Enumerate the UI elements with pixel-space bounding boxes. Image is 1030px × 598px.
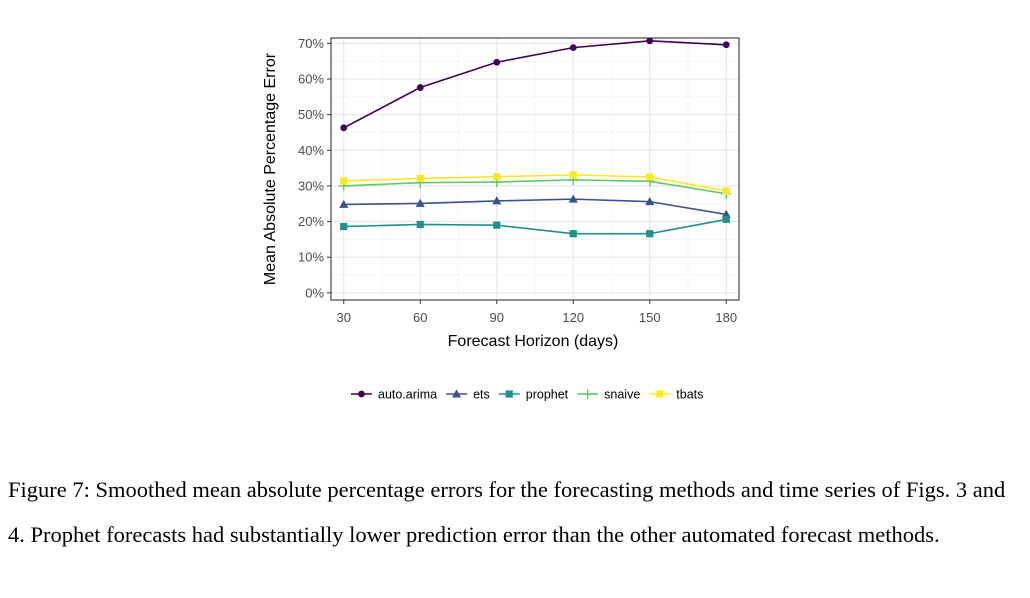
data-point [340,222,348,231]
legend-item: snaive [577,388,640,402]
data-point [645,197,655,206]
legend-label: snaive [604,388,640,402]
legend-key-marker [656,390,664,398]
data-point [340,124,348,132]
x-tick-label: 120 [562,310,584,325]
data-point [340,177,348,185]
y-tick-label: 0% [305,285,324,300]
data-point [416,174,424,183]
legend-label: ets [473,388,490,402]
series-prophet [340,215,730,238]
series-auto-arima [340,37,730,132]
data-point [646,230,654,238]
y-tick-label: 10% [298,250,324,265]
line-chart: 0% 10% 20% 30% 40% 50% 60% 70% 30 60 90 120 150 180 Fo… [262,36,740,402]
legend-key-marker [582,389,593,399]
data-point [339,199,349,208]
series-line [343,40,727,129]
data-point [416,84,424,91]
x-tick-label: 180 [715,310,737,325]
legend-label: prophet [526,388,569,402]
data-point [568,194,578,203]
y-tick-label: 40% [298,143,324,158]
y-tick-label: 30% [298,178,324,193]
y-tick-label: 20% [298,214,324,229]
x-tick-label: 150 [639,310,661,325]
legend-item: ets [446,388,490,402]
legend-item: auto.arima [351,388,437,402]
data-point [492,196,502,205]
data-point [722,41,730,49]
data-point [493,221,501,229]
legend-key-marker [505,390,513,398]
data-point [493,173,501,181]
data-point [646,173,654,181]
y-tick-label: 60% [298,71,324,86]
series-tbats [340,171,730,195]
data-point [646,37,654,45]
y-tick-label: 50% [298,107,324,122]
series-line [343,179,727,195]
legend-key-marker [451,389,462,398]
x-axis-title: Forecast Horizon (days) [448,333,619,350]
x-tick-label: 60 [413,310,427,325]
plot-border [330,37,740,301]
data-point [569,230,577,238]
data-point [415,198,425,207]
y-tick-label: 70% [298,36,324,51]
data-point [722,215,730,224]
legend-item: tbats [649,388,703,402]
figure-caption: Figure 7: Smoothed mean absolute percent… [8,477,1006,547]
data-point [569,171,577,179]
x-tick-label: 30 [337,310,351,325]
y-axis-title: Mean Absolute Percentage Error [262,52,279,285]
data-point [569,44,577,52]
legend-label: tbats [676,388,703,402]
data-point [416,220,424,229]
series-line [343,174,727,192]
legend-key-marker [358,390,365,398]
series-line [343,218,727,235]
legend: auto.arima ets prophet snaive tbats [351,388,703,402]
series-ets [339,194,731,218]
legend-item: prophet [498,388,569,402]
data-point [493,58,501,66]
legend-label: auto.arima [378,388,437,402]
x-tick-label: 90 [490,310,504,325]
data-point [722,187,730,195]
series-line [343,198,727,216]
